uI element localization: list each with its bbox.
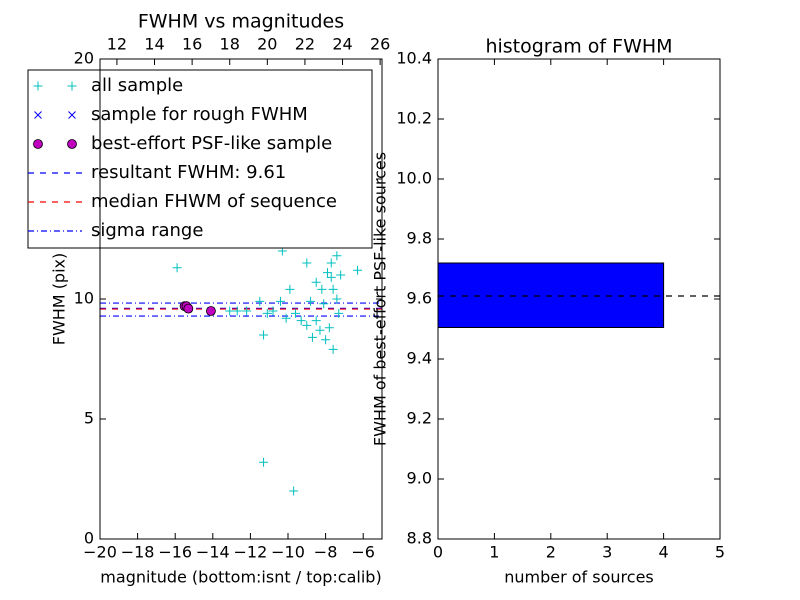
point	[306, 296, 316, 306]
legend-label: sample for rough FWHM	[91, 104, 308, 125]
y-tick-label: 8.8	[407, 529, 432, 548]
point	[285, 284, 295, 294]
x2-tick-label: 16	[182, 35, 202, 54]
point	[302, 258, 312, 268]
x-tick-label: 3	[602, 543, 612, 562]
y-tick-label: 9.6	[407, 289, 432, 308]
y-tick-label: 5	[84, 409, 94, 428]
legend-symbol	[33, 139, 43, 149]
x-tick-label: 0	[433, 543, 443, 562]
point	[307, 332, 317, 342]
legend	[27, 69, 373, 249]
legend-symbol	[33, 81, 43, 91]
x-tick-label: 2	[546, 543, 556, 562]
point	[259, 457, 269, 467]
x-tick-label: 1	[489, 543, 499, 562]
x2-tick-label: 12	[107, 35, 127, 54]
legend-label: best-effort PSF-like sample	[91, 133, 332, 154]
point	[289, 486, 299, 496]
y-axis-label: FWHM (pix)	[50, 253, 69, 346]
x-tick-label: −18	[121, 543, 155, 562]
x2-tick-label: 24	[332, 35, 352, 54]
point	[328, 344, 338, 354]
point	[311, 277, 321, 287]
x-tick-label: 4	[659, 543, 669, 562]
x-tick-label: −10	[271, 543, 305, 562]
point	[353, 265, 363, 275]
point	[319, 299, 329, 309]
legend-symbol	[34, 111, 42, 119]
legend-label: sigma range	[91, 220, 203, 241]
point	[262, 308, 272, 318]
point	[317, 284, 327, 294]
point	[206, 306, 216, 316]
x-tick-label: −16	[158, 543, 192, 562]
x-axis-label: magnitude (bottom:isnt / top:calib)	[100, 568, 381, 587]
x2-tick-label: 18	[220, 35, 240, 54]
axes-frame	[437, 58, 721, 540]
y-tick-label: 10	[74, 289, 94, 308]
y-tick-label: 9.4	[407, 349, 432, 368]
point	[172, 263, 182, 273]
point	[321, 335, 331, 345]
point	[332, 251, 342, 261]
point	[336, 270, 346, 280]
point	[326, 272, 336, 282]
y-axis-label: FWHM of best-effort PSF-like sources	[371, 152, 390, 446]
x2-tick-label: 22	[295, 35, 315, 54]
point	[281, 313, 291, 323]
point	[296, 316, 306, 326]
x-tick-label: −20	[83, 543, 117, 562]
point	[324, 323, 334, 333]
y-tick-label: 10.4	[396, 49, 432, 68]
point	[311, 316, 321, 326]
x-tick-label: 5	[715, 543, 725, 562]
x-tick-label: −6	[351, 543, 375, 562]
legend-symbol	[67, 139, 77, 149]
point	[328, 284, 338, 294]
axes-frame	[99, 58, 383, 540]
x2-tick-label: 14	[144, 35, 164, 54]
legend-label: resultant FWHM: 9.61	[91, 162, 286, 183]
y-tick-label: 9.8	[407, 229, 432, 248]
legend-symbol	[68, 111, 76, 119]
point	[315, 325, 325, 335]
x2-tick-label: 26	[370, 35, 390, 54]
bar	[437, 262, 665, 328]
point	[332, 294, 342, 304]
point	[225, 306, 235, 316]
point	[302, 320, 312, 330]
x-tick-label: −8	[314, 543, 338, 562]
point	[291, 308, 301, 318]
point	[275, 296, 285, 306]
point	[268, 306, 278, 316]
y-tick-label: 10.0	[396, 169, 432, 188]
point	[255, 296, 265, 306]
point	[183, 303, 194, 314]
x-tick-label: −12	[234, 543, 268, 562]
y-tick-label: 9.2	[407, 409, 432, 428]
point	[242, 306, 252, 316]
chart-title: histogram of FWHM	[485, 36, 672, 58]
x-axis-label: number of sources	[504, 568, 654, 587]
y-tick-label: 0	[84, 529, 94, 548]
y-tick-label: 10.2	[396, 109, 432, 128]
legend-label: all sample	[91, 75, 183, 96]
chart-title: FWHM vs magnitudes	[138, 11, 344, 33]
point	[232, 306, 242, 316]
legend-symbol	[67, 81, 77, 91]
point	[326, 258, 336, 268]
point	[334, 308, 344, 318]
x2-tick-label: 20	[257, 35, 277, 54]
legend-label: median FHWM of sequence	[91, 191, 337, 212]
x-tick-label: −14	[196, 543, 230, 562]
y-tick-label: 20	[74, 49, 94, 68]
point	[259, 330, 269, 340]
point	[322, 268, 332, 278]
y-tick-label: 9.0	[407, 469, 432, 488]
